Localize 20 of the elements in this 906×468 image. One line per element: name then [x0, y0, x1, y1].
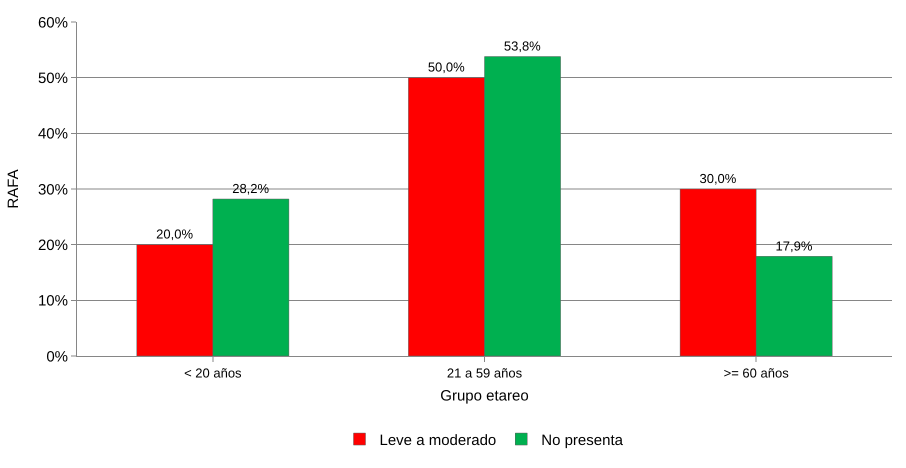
y-tick-label: 30% [38, 181, 68, 198]
y-tick-label: 10% [38, 292, 68, 310]
y-tick-label: 0% [46, 348, 68, 366]
y-axis-title: RAFA [5, 169, 22, 209]
data-label: 53,8% [504, 38, 542, 54]
y-tick-label: 60% [38, 14, 68, 32]
y-tick-label: 40% [38, 126, 68, 143]
data-label: 30,0% [699, 171, 737, 186]
x-tick-label: < 20 años [184, 366, 242, 381]
data-label: 17,9% [776, 238, 813, 254]
data-label: 20,0% [156, 226, 194, 242]
y-tick-label: 20% [38, 236, 68, 254]
y-tick-label: 50% [38, 70, 68, 87]
x-tick-label: >= 60 años [724, 366, 790, 381]
data-label: 50,0% [428, 60, 466, 75]
data-label: 28,2% [232, 181, 270, 196]
legend-label: No presenta [541, 432, 624, 449]
x-tick-label: 21 a 59 años [446, 366, 523, 381]
x-axis-title: Grupo etareo [440, 388, 529, 405]
legend-label: Leve a moderado [380, 432, 496, 449]
